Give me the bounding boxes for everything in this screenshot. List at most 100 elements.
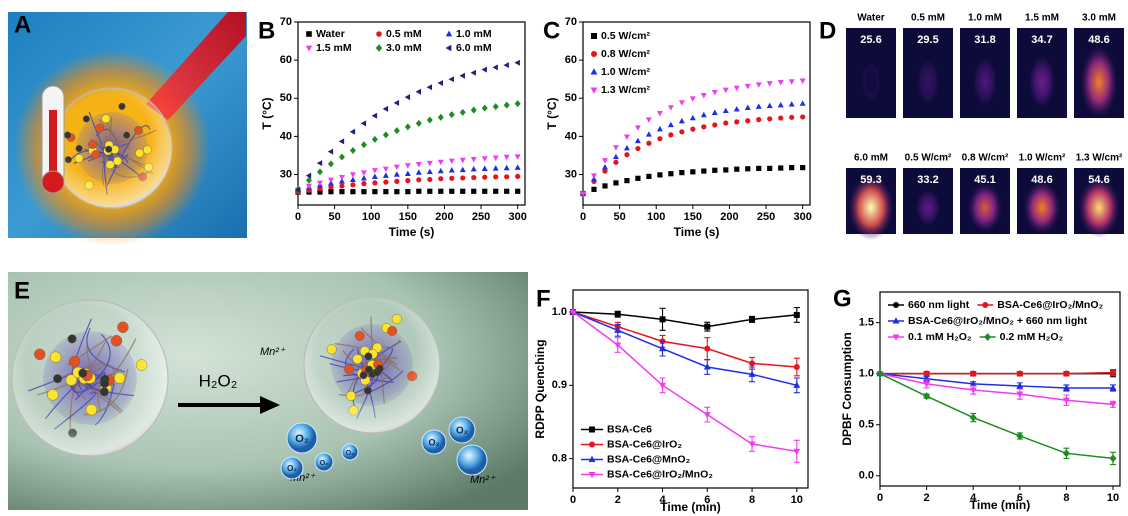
data-point bbox=[601, 158, 608, 164]
data-point bbox=[504, 174, 510, 180]
data-point bbox=[733, 85, 740, 92]
ion-label: Mn²⁺ bbox=[470, 474, 496, 486]
image-label: 1.0 mM bbox=[968, 13, 1002, 24]
temperature-label: 59.3 bbox=[860, 174, 881, 186]
series-line bbox=[880, 371, 1114, 375]
data-point bbox=[438, 188, 444, 194]
legend-item: BSA-Ce6@MnO₂ bbox=[581, 453, 690, 465]
x-axis-label: Time (s) bbox=[674, 225, 720, 239]
ion-label: Mn²⁺ bbox=[260, 346, 286, 358]
data-point bbox=[404, 94, 411, 101]
data-point bbox=[602, 183, 608, 189]
data-point bbox=[613, 159, 619, 165]
y-tick-label: 1.0 bbox=[552, 306, 567, 318]
data-point bbox=[470, 165, 477, 172]
data-point bbox=[733, 106, 740, 112]
x-tick-label: 0 bbox=[580, 211, 586, 223]
data-point bbox=[327, 177, 334, 184]
data-point bbox=[667, 105, 674, 111]
data-point bbox=[624, 178, 630, 184]
legend-label: BSA-Ce6 bbox=[607, 423, 652, 435]
data-point bbox=[1016, 391, 1024, 398]
data-point bbox=[614, 311, 621, 318]
x-tick-label: 8 bbox=[749, 494, 755, 506]
data-point bbox=[449, 188, 455, 194]
y-tick-label: 1.0 bbox=[859, 368, 874, 380]
data-point bbox=[328, 189, 334, 195]
data-point bbox=[350, 189, 356, 195]
x-tick-label: 250 bbox=[472, 211, 490, 223]
data-point bbox=[591, 186, 597, 192]
laser-beam bbox=[146, 12, 246, 120]
data-point bbox=[657, 172, 663, 178]
legend-item: 1.0 mM bbox=[445, 28, 492, 40]
data-point bbox=[360, 175, 367, 181]
reagent-label: H₂O₂ bbox=[199, 371, 238, 390]
data-point bbox=[427, 176, 433, 183]
data-point bbox=[393, 164, 400, 171]
data-point bbox=[317, 189, 323, 195]
data-point bbox=[514, 164, 521, 170]
data-point bbox=[504, 188, 510, 194]
data-point bbox=[614, 326, 622, 333]
data-point bbox=[700, 111, 707, 118]
data-point bbox=[613, 180, 619, 186]
data-point bbox=[635, 175, 641, 181]
data-point bbox=[383, 179, 389, 185]
data-point bbox=[394, 189, 400, 195]
x-tick-label: 200 bbox=[720, 211, 738, 223]
data-point bbox=[448, 76, 454, 83]
bubble-label: O₂ bbox=[295, 433, 309, 445]
y-tick-label: 70 bbox=[565, 16, 577, 28]
legend-marker bbox=[892, 317, 900, 324]
data-point bbox=[426, 84, 433, 91]
nanoparticle bbox=[303, 296, 441, 434]
thermal-spot bbox=[848, 174, 894, 241]
data-point bbox=[470, 69, 476, 76]
data-point bbox=[514, 59, 520, 66]
data-point bbox=[405, 189, 411, 195]
glass-shell bbox=[11, 299, 169, 457]
data-point bbox=[969, 413, 977, 422]
series-line bbox=[572, 311, 797, 453]
data-point bbox=[415, 119, 422, 127]
image-label: 3.0 mM bbox=[1082, 13, 1116, 24]
legend-marker bbox=[982, 302, 989, 308]
oxygen-bubble bbox=[280, 456, 304, 480]
image-label: 0.8 W/cm² bbox=[962, 153, 1009, 164]
data-point bbox=[678, 117, 685, 124]
data-point bbox=[492, 165, 499, 171]
panel-label: E bbox=[14, 277, 30, 304]
data-point bbox=[338, 138, 345, 145]
data-point bbox=[767, 116, 773, 122]
data-point bbox=[689, 114, 696, 121]
data-point bbox=[645, 131, 652, 137]
data-point bbox=[382, 172, 389, 178]
data-point bbox=[448, 158, 455, 165]
x-tick-label: 4 bbox=[970, 492, 977, 504]
data-point bbox=[437, 113, 444, 121]
legend-item: 0.8 W/cm² bbox=[591, 48, 651, 60]
legend-item: 3.0 mM bbox=[375, 42, 422, 54]
data-point bbox=[503, 154, 510, 161]
data-point bbox=[612, 145, 619, 151]
legend-label: 660 nm light bbox=[908, 299, 970, 311]
data-point bbox=[755, 82, 762, 88]
data-point bbox=[514, 100, 521, 108]
data-point bbox=[361, 189, 367, 195]
x-tick-label: 6 bbox=[1017, 492, 1023, 504]
data-point bbox=[734, 119, 740, 125]
x-tick-label: 100 bbox=[647, 211, 665, 223]
data-point bbox=[503, 62, 509, 69]
temperature-label: 33.2 bbox=[917, 174, 938, 186]
image-label: 0.5 W/cm² bbox=[905, 153, 952, 164]
data-point bbox=[514, 154, 521, 160]
glass-shell bbox=[51, 87, 173, 209]
data-point bbox=[437, 159, 444, 166]
legend-item: BSA-Ce6 bbox=[581, 423, 652, 435]
series-line bbox=[879, 373, 1114, 460]
data-point bbox=[690, 126, 696, 132]
bubble-label: O₂ bbox=[456, 426, 468, 437]
x-tick-label: 300 bbox=[793, 211, 811, 223]
data-point bbox=[372, 180, 378, 186]
